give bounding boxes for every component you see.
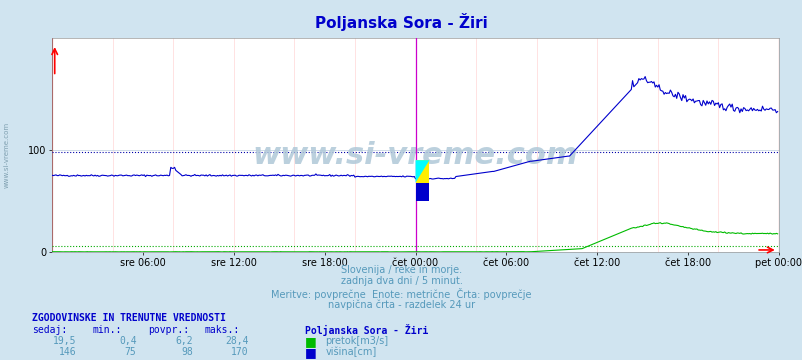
Text: ■: ■: [305, 335, 317, 348]
Text: maks.:: maks.:: [205, 325, 240, 336]
Text: 170: 170: [231, 347, 249, 357]
Text: 6,2: 6,2: [175, 336, 192, 346]
Text: pretok[m3/s]: pretok[m3/s]: [325, 336, 388, 346]
Text: 146: 146: [59, 347, 76, 357]
Text: navpična črta - razdelek 24 ur: navpična črta - razdelek 24 ur: [327, 299, 475, 310]
Bar: [415, 183, 429, 201]
Text: Meritve: povprečne  Enote: metrične  Črta: povprečje: Meritve: povprečne Enote: metrične Črta:…: [271, 288, 531, 300]
Text: sedaj:: sedaj:: [32, 325, 67, 336]
Text: 98: 98: [180, 347, 192, 357]
Text: zadnja dva dni / 5 minut.: zadnja dva dni / 5 minut.: [340, 276, 462, 286]
Text: 28,4: 28,4: [225, 336, 249, 346]
Bar: [415, 160, 429, 183]
Text: ZGODOVINSKE IN TRENUTNE VREDNOSTI: ZGODOVINSKE IN TRENUTNE VREDNOSTI: [32, 312, 225, 323]
Text: Slovenija / reke in morje.: Slovenija / reke in morje.: [341, 265, 461, 275]
Text: višina[cm]: višina[cm]: [325, 347, 376, 357]
Text: www.si-vreme.com: www.si-vreme.com: [3, 122, 10, 188]
Text: 0,4: 0,4: [119, 336, 136, 346]
Text: povpr.:: povpr.:: [148, 325, 189, 336]
Text: www.si-vreme.com: www.si-vreme.com: [253, 141, 577, 170]
Text: 75: 75: [124, 347, 136, 357]
Polygon shape: [415, 160, 429, 183]
Text: ■: ■: [305, 346, 317, 359]
Text: Poljanska Sora - Žiri: Poljanska Sora - Žiri: [314, 13, 488, 31]
Text: min.:: min.:: [92, 325, 122, 336]
Text: Poljanska Sora - Žiri: Poljanska Sora - Žiri: [305, 324, 428, 337]
Text: 19,5: 19,5: [53, 336, 76, 346]
